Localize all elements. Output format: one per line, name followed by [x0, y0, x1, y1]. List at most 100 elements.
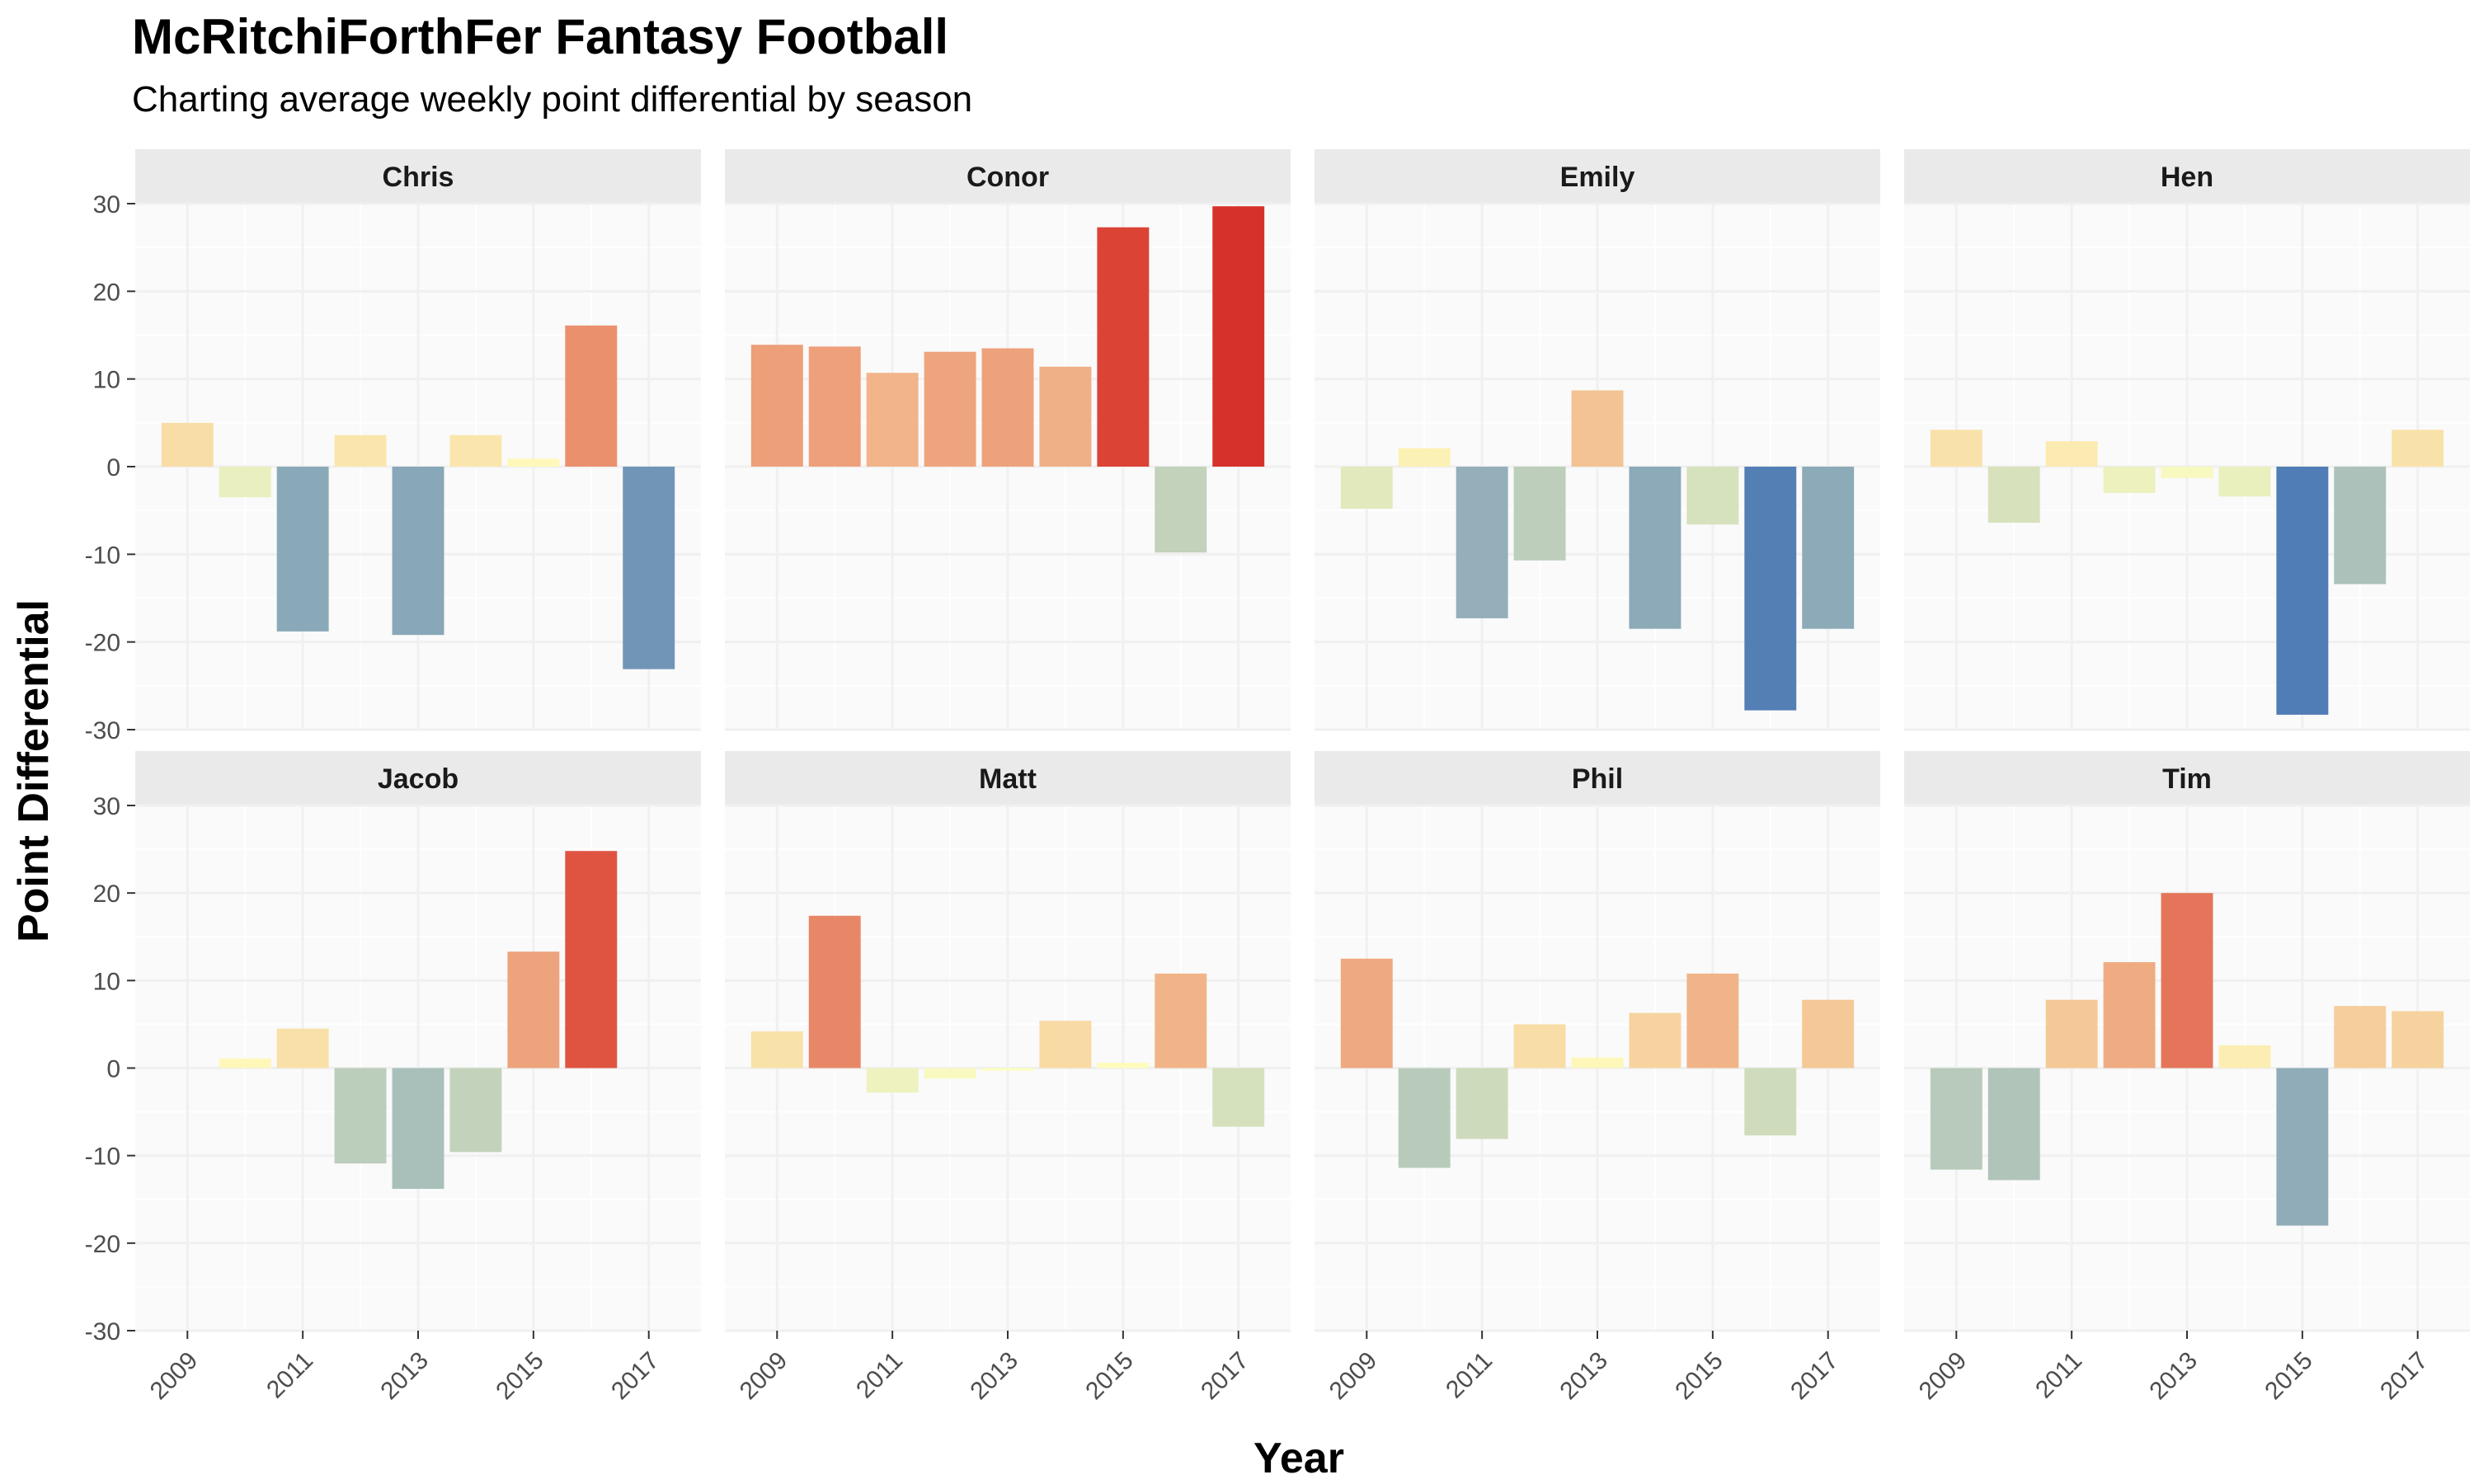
- bar: [1987, 467, 2040, 524]
- bar: [1802, 467, 1855, 629]
- x-axis-title: Year: [1253, 1435, 1344, 1482]
- x-tick-label: 2013: [375, 1347, 434, 1406]
- facet-strip: [135, 751, 701, 805]
- bar: [623, 467, 675, 669]
- facet-panel: Hen: [1904, 149, 2470, 731]
- facet-strip: [725, 751, 1291, 805]
- y-tick-label: 30: [93, 191, 120, 218]
- bar: [808, 346, 861, 467]
- bar: [1456, 467, 1508, 618]
- facet-panel: Chris 30 20 10 0 -10 -20 -30: [85, 149, 701, 744]
- bar: [2392, 430, 2444, 467]
- bar: [2392, 1011, 2444, 1068]
- bar: [924, 1068, 976, 1079]
- bar: [1930, 430, 1982, 467]
- facet-label: Emily: [1560, 162, 1635, 193]
- x-tick-label: 2009: [1324, 1347, 1383, 1406]
- bar: [1456, 1068, 1508, 1139]
- bar: [866, 1068, 919, 1093]
- bar: [334, 1068, 387, 1164]
- x-tick-label: 2013: [2144, 1347, 2203, 1406]
- bar: [219, 467, 271, 498]
- bar: [2218, 467, 2271, 497]
- x-tick-label: 2011: [2030, 1347, 2087, 1404]
- x-tick-label: 2009: [1914, 1347, 1973, 1406]
- bar: [1686, 467, 1739, 525]
- bar: [2276, 467, 2329, 715]
- bar: [1039, 1021, 1092, 1068]
- bar: [334, 434, 387, 467]
- x-tick-label: 2015: [1080, 1347, 1139, 1406]
- bar: [981, 1068, 1034, 1071]
- y-tick-label: -10: [85, 1144, 120, 1171]
- bar: [161, 422, 214, 467]
- bar: [1987, 1068, 2040, 1181]
- bar: [1155, 467, 1207, 553]
- bar: [2161, 893, 2213, 1068]
- bar: [1097, 1063, 1150, 1068]
- facet-panel: Matt 2009 2011 2013 2015 2017: [725, 751, 1291, 1405]
- x-tick-label: 2015: [2260, 1347, 2318, 1406]
- bar: [219, 1058, 271, 1068]
- bar: [1340, 467, 1393, 510]
- x-tick-label: 2011: [261, 1347, 318, 1404]
- facet-grid: Chris 30 20 10 0 -10 -20 -30 Conor Emily Hen Jacob 3…: [85, 149, 2470, 1405]
- bar: [1039, 366, 1092, 467]
- y-tick-label: -20: [85, 1231, 120, 1258]
- bar: [1744, 1068, 1797, 1136]
- facet-strip: [135, 149, 701, 204]
- bar: [392, 467, 444, 636]
- bar: [2103, 467, 2156, 493]
- facet-strip: [1315, 751, 1880, 805]
- bar: [2218, 1045, 2271, 1068]
- bar: [924, 351, 976, 467]
- bar: [1212, 206, 1265, 467]
- bar: [565, 851, 618, 1068]
- bar: [1744, 467, 1797, 711]
- y-tick-label: -10: [85, 542, 120, 569]
- bar: [449, 1068, 502, 1153]
- y-tick-label: 20: [93, 279, 120, 306]
- facet-strip: [725, 149, 1291, 204]
- bar: [2045, 999, 2098, 1068]
- x-tick-label: 2013: [965, 1347, 1023, 1406]
- bar: [2334, 1006, 2387, 1068]
- bar: [507, 951, 560, 1068]
- y-tick-label: 10: [93, 968, 120, 995]
- facet-panel: Emily: [1315, 149, 1880, 731]
- x-tick-label: 2013: [1554, 1347, 1613, 1406]
- bar: [392, 1068, 444, 1190]
- facet-label: Chris: [383, 162, 454, 193]
- x-tick-label: 2017: [606, 1347, 665, 1406]
- bar: [1155, 973, 1207, 1068]
- x-tick-label: 2011: [1441, 1347, 1498, 1404]
- bar: [2161, 467, 2213, 478]
- x-tick-label: 2009: [145, 1347, 204, 1406]
- bar: [1340, 958, 1393, 1068]
- bar: [1571, 390, 1624, 467]
- bar: [1513, 467, 1566, 561]
- facet-panel: Conor: [725, 149, 1291, 731]
- y-tick-label: 30: [93, 793, 120, 820]
- facet-label: Phil: [1572, 763, 1623, 795]
- x-tick-label: 2011: [851, 1347, 908, 1404]
- x-tick-label: 2009: [735, 1347, 793, 1406]
- bar: [2334, 467, 2387, 585]
- bar: [507, 458, 560, 467]
- y-tick-label: -20: [85, 630, 120, 657]
- bar: [1212, 1068, 1265, 1127]
- bar: [2276, 1068, 2329, 1226]
- bar: [1571, 1057, 1624, 1068]
- bar: [981, 348, 1034, 467]
- facet-strip: [1315, 149, 1880, 204]
- bar: [750, 1031, 803, 1068]
- x-tick-label: 2017: [2375, 1347, 2434, 1406]
- facet-label: Hen: [2161, 162, 2213, 193]
- x-tick-label: 2017: [1785, 1347, 1844, 1406]
- bar: [449, 434, 502, 467]
- facet-label: Conor: [967, 162, 1049, 193]
- facet-panel: Tim 2009 2011 2013 2015 2017: [1904, 751, 2470, 1405]
- bar: [2045, 441, 2098, 467]
- facet-panel: Jacob 30 20 10 0 -10 -20 -30 2009 2011 2013 2015 201…: [85, 751, 701, 1405]
